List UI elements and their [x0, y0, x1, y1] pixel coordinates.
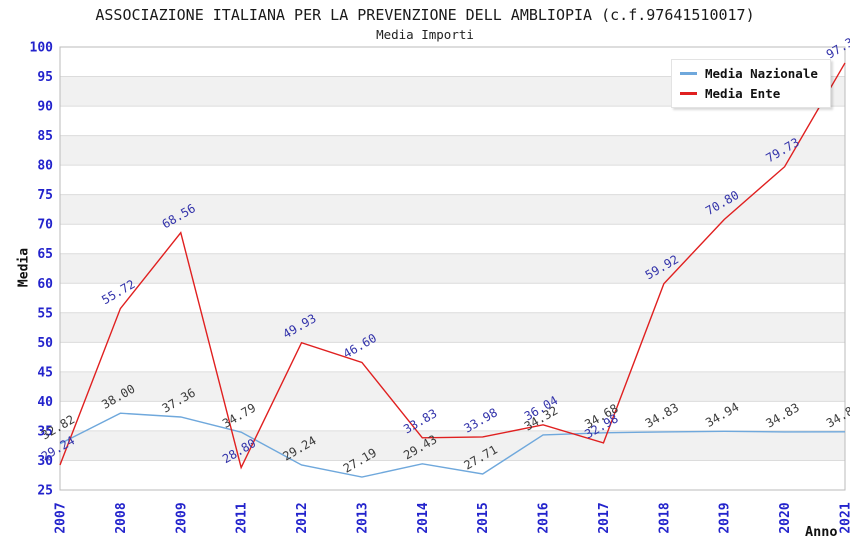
y-tick-label: 50 — [37, 336, 53, 351]
y-tick-label: 85 — [37, 129, 53, 144]
series-line-media-nazionale — [59, 412, 846, 478]
legend-item-media-ente: Media Ente — [680, 86, 822, 101]
y-tick-label: 45 — [37, 365, 53, 380]
y-tick-label: 80 — [37, 159, 53, 174]
y-axis-label: Media — [16, 247, 32, 288]
plot-band — [60, 253, 845, 284]
legend: Media Nazionale Media Ente — [671, 59, 831, 108]
y-tick-label: 55 — [37, 306, 53, 321]
x-tick-label: 2011 — [235, 502, 250, 533]
y-tick-label: 75 — [37, 188, 53, 203]
x-tick-label: 2009 — [174, 502, 189, 533]
plot-band — [60, 194, 845, 225]
y-tick-label: 90 — [37, 100, 53, 115]
x-tick-label: 2015 — [476, 502, 491, 533]
y-tick-label: 25 — [37, 484, 53, 499]
x-axis-label: Anno — [805, 524, 838, 540]
x-tick-label: 2018 — [657, 502, 672, 533]
plot-band — [60, 430, 845, 461]
x-tick-label: 2020 — [778, 502, 793, 533]
legend-swatch-nazionale-icon — [680, 72, 697, 75]
y-tick-label: 95 — [37, 70, 53, 85]
x-tick-label: 2012 — [295, 502, 310, 533]
y-tick-label: 65 — [37, 247, 53, 262]
legend-label-nazionale: Media Nazionale — [705, 66, 818, 81]
x-tick-label: 2021 — [839, 502, 850, 533]
y-tick-label: 100 — [30, 41, 54, 56]
data-point-label: 34.83 — [763, 400, 801, 430]
x-tick-label: 2019 — [718, 502, 733, 533]
x-tick-label: 2013 — [355, 502, 370, 533]
x-tick-label: 2014 — [416, 502, 431, 533]
data-point-label: 34.85 — [824, 400, 850, 430]
plot-frame — [59, 46, 846, 491]
data-point-label: 34.83 — [643, 400, 681, 430]
legend-swatch-ente-icon — [680, 92, 697, 95]
x-tick-label: 2007 — [54, 502, 69, 533]
y-tick-label: 70 — [37, 218, 53, 233]
plot-band — [60, 135, 845, 166]
y-tick-label: 35 — [37, 424, 53, 439]
x-tick-label: 2008 — [114, 502, 129, 533]
series-line-media-ente — [59, 62, 846, 470]
y-tick-label: 40 — [37, 395, 53, 410]
plot-band — [60, 371, 845, 402]
y-tick-label: 30 — [37, 454, 53, 469]
legend-item-media-nazionale: Media Nazionale — [680, 66, 822, 81]
plot-band — [60, 312, 845, 343]
data-point-label: 34.94 — [703, 400, 741, 430]
chart-title: ASSOCIAZIONE ITALIANA PER LA PREVENZIONE… — [95, 6, 755, 24]
chart-subtitle: Media Importi — [376, 27, 474, 42]
y-tick-label: 60 — [37, 277, 53, 292]
legend-label-ente: Media Ente — [705, 86, 781, 101]
x-tick-label: 2016 — [537, 502, 552, 533]
data-point-label: 97.30 — [824, 31, 850, 61]
x-tick-label: 2017 — [597, 502, 612, 533]
